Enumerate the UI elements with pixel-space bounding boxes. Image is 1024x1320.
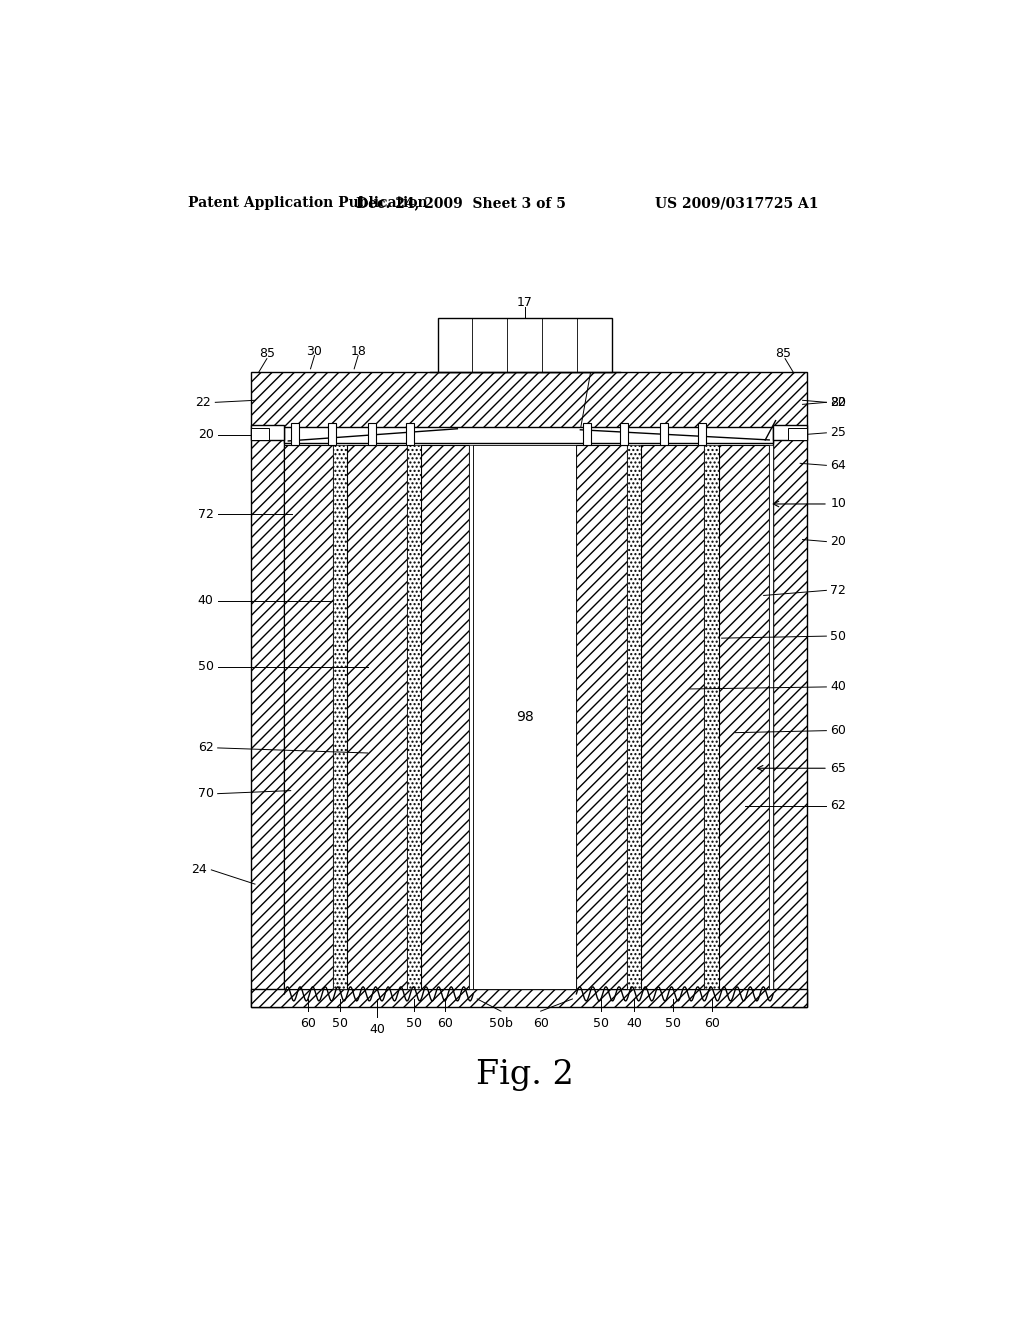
Text: 17: 17 xyxy=(517,296,532,309)
Bar xyxy=(788,428,807,440)
Text: 50: 50 xyxy=(830,630,846,643)
Text: 62: 62 xyxy=(198,742,214,755)
Text: 40: 40 xyxy=(369,1023,385,1036)
Text: 95: 95 xyxy=(596,343,612,356)
Text: 10: 10 xyxy=(830,498,846,511)
Text: 72: 72 xyxy=(830,583,846,597)
Text: 40: 40 xyxy=(198,594,214,607)
Text: 50: 50 xyxy=(594,1018,609,1030)
Text: 64: 64 xyxy=(830,459,846,471)
Text: 50b: 50b xyxy=(489,1018,513,1030)
Bar xyxy=(251,989,807,1007)
Text: 85: 85 xyxy=(259,347,274,360)
Bar xyxy=(473,445,577,989)
Bar xyxy=(285,445,333,989)
Bar xyxy=(328,422,336,445)
Text: 22: 22 xyxy=(196,396,211,409)
Bar xyxy=(773,425,807,440)
Text: 50: 50 xyxy=(407,1018,422,1030)
Text: 98: 98 xyxy=(516,710,534,725)
Text: 72: 72 xyxy=(198,508,214,520)
Bar xyxy=(408,445,421,989)
Text: 40: 40 xyxy=(626,1018,642,1030)
Text: 25: 25 xyxy=(830,426,846,440)
Bar xyxy=(769,445,773,989)
Bar xyxy=(347,445,408,989)
Text: 62: 62 xyxy=(830,800,846,812)
Text: Patent Application Publication: Patent Application Publication xyxy=(187,197,427,210)
Text: 30: 30 xyxy=(306,345,323,358)
Bar xyxy=(469,445,473,989)
Text: 60: 60 xyxy=(437,1018,454,1030)
Text: 40: 40 xyxy=(830,680,846,693)
Text: Dec. 24, 2009  Sheet 3 of 5: Dec. 24, 2009 Sheet 3 of 5 xyxy=(356,197,566,210)
Text: Fig. 2: Fig. 2 xyxy=(476,1059,573,1092)
Bar xyxy=(659,422,668,445)
Bar xyxy=(437,318,612,372)
Bar xyxy=(251,425,285,440)
Text: 60: 60 xyxy=(703,1018,720,1030)
Text: 85: 85 xyxy=(775,347,791,360)
Bar xyxy=(705,445,719,989)
Bar xyxy=(406,422,414,445)
Text: 22: 22 xyxy=(830,396,846,409)
Text: 80: 80 xyxy=(830,396,846,409)
Bar xyxy=(251,372,807,428)
Text: 24: 24 xyxy=(191,863,207,876)
Text: 20: 20 xyxy=(830,535,846,548)
Text: 50: 50 xyxy=(665,1018,681,1030)
Bar xyxy=(251,428,269,440)
Text: 60: 60 xyxy=(532,1018,549,1030)
Bar xyxy=(251,428,285,1007)
Bar xyxy=(285,426,773,444)
Text: 50: 50 xyxy=(332,1018,347,1030)
Bar xyxy=(368,422,376,445)
Bar xyxy=(577,445,627,989)
Bar xyxy=(697,422,706,445)
Text: 50: 50 xyxy=(198,660,214,673)
Text: 65: 65 xyxy=(830,762,846,775)
Bar xyxy=(620,422,628,445)
Bar xyxy=(421,445,469,989)
Bar xyxy=(773,428,807,1007)
Text: 70: 70 xyxy=(198,787,214,800)
Text: 60: 60 xyxy=(830,725,846,737)
Text: US 2009/0317725 A1: US 2009/0317725 A1 xyxy=(655,197,818,210)
Bar xyxy=(583,422,591,445)
Bar xyxy=(719,445,769,989)
Bar xyxy=(627,445,641,989)
Text: 60: 60 xyxy=(300,1018,316,1030)
Bar xyxy=(333,445,347,989)
Bar xyxy=(641,445,705,989)
Bar xyxy=(291,422,299,445)
Text: 20: 20 xyxy=(198,429,214,441)
Text: 18: 18 xyxy=(350,345,367,358)
